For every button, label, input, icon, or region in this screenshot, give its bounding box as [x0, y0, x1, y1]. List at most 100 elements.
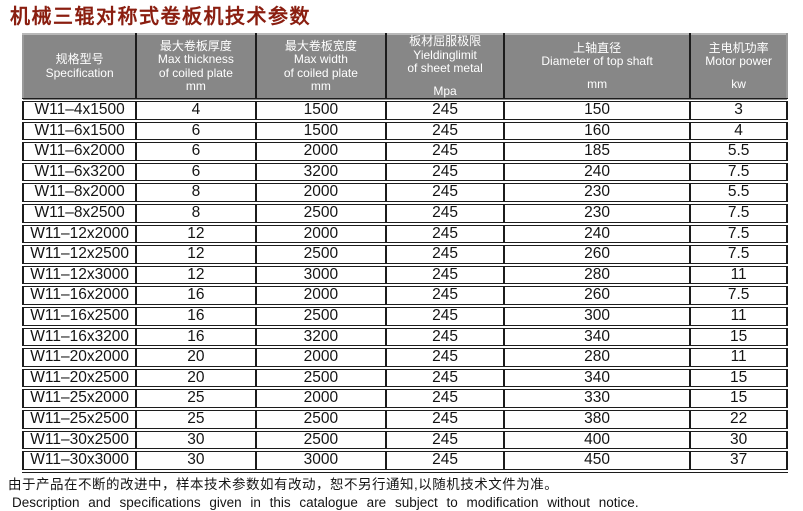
column-header-text: 主电机功率 Motor power kw — [691, 35, 786, 98]
value-cell: 1500 — [254, 118, 388, 144]
column-header-specification: 规格型号 Specification — [21, 33, 138, 102]
header-line: of coiled plate — [158, 65, 233, 80]
value-cell: 7.5 — [689, 201, 788, 226]
header-line: of sheet metal — [407, 61, 483, 75]
header-unit: Mpa — [433, 83, 457, 98]
table-row: W11–25x2000 25 2000 245 330 15 — [21, 386, 788, 411]
header-line: Specification — [45, 65, 114, 80]
value-cell: 3000 — [254, 262, 388, 288]
value-cell: 1500 — [254, 98, 388, 123]
model-cell: W11–12x2000 — [21, 221, 138, 247]
model-cell: W11–16x2500 — [21, 303, 138, 329]
table-row: W11–6x3200 6 3200 245 240 7.5 — [21, 159, 788, 185]
value-cell: 260 — [502, 242, 692, 267]
value-cell: 150 — [502, 98, 692, 123]
value-cell: 245 — [385, 324, 505, 350]
header-unit: mm — [185, 79, 206, 93]
value-cell: 16 — [135, 324, 257, 350]
value-cell: 20 — [135, 345, 257, 370]
footnotes: 由于产品在不断的改进中，样本技术参数如有改动，恕不另行通知,以随机技术文件为准。… — [8, 476, 803, 511]
header-line: 上轴直径 — [573, 40, 622, 55]
value-cell: 15 — [689, 324, 788, 350]
table-row: W11–16x3200 16 3200 245 340 15 — [21, 324, 788, 350]
table-row: W11–25x2500 25 2500 245 380 22 — [21, 406, 788, 432]
header-unit: mm — [587, 76, 608, 91]
value-cell: 7.5 — [689, 159, 788, 185]
value-cell: 5.5 — [689, 139, 788, 164]
value-cell: 2500 — [254, 365, 388, 391]
table-row: W11–6x2000 6 2000 245 185 5.5 — [21, 139, 788, 164]
value-cell: 15 — [689, 386, 788, 411]
header-unit: mm — [310, 79, 331, 93]
value-cell: 185 — [502, 139, 692, 164]
value-cell: 280 — [502, 345, 692, 370]
model-cell: W11–6x1500 — [21, 118, 138, 144]
value-cell: 2000 — [254, 345, 388, 370]
value-cell: 245 — [385, 303, 505, 329]
spec-table: 规格型号 Specification 最大卷板厚度 Max thickness of c… — [21, 33, 788, 473]
table-row: W11–16x2000 16 2000 245 260 7.5 — [21, 283, 788, 308]
value-cell: 230 — [502, 201, 692, 226]
value-cell: 6 — [135, 159, 257, 185]
value-cell: 340 — [502, 365, 692, 391]
table-row: W11–30x3000 30 3000 245 450 37 — [21, 448, 788, 473]
table-row: W11–8x2000 8 2000 245 230 5.5 — [21, 180, 788, 205]
note-chinese: 由于产品在不断的改进中，样本技术参数如有改动，恕不另行通知,以随机技术文件为准。 — [8, 476, 559, 492]
table-row: W11–12x2500 12 2500 245 260 7.5 — [21, 242, 788, 267]
value-cell: 3000 — [254, 448, 388, 473]
value-cell: 37 — [689, 448, 788, 473]
value-cell: 22 — [689, 406, 788, 432]
table-row: W11–6x1500 6 1500 245 160 4 — [21, 118, 788, 144]
model-cell: W11–8x2500 — [21, 201, 138, 226]
value-cell: 3200 — [254, 324, 388, 350]
value-cell: 2500 — [254, 201, 388, 226]
column-header-top-shaft-diameter: 上轴直径 Diameter of top shaft mm — [502, 33, 692, 102]
value-cell: 245 — [385, 139, 505, 164]
value-cell: 7.5 — [689, 242, 788, 267]
model-cell: W11–30x2500 — [21, 427, 138, 453]
column-header-yielding-limit: 板材屈服极限 Yieldinglimit of sheet metal Mpa — [385, 33, 505, 102]
model-cell: W11–16x2000 — [21, 283, 138, 308]
value-cell: 16 — [135, 303, 257, 329]
value-cell: 2000 — [254, 283, 388, 308]
column-header-text: 最大卷板宽度 Max width of coiled plate mm — [257, 35, 386, 98]
value-cell: 245 — [385, 365, 505, 391]
value-cell: 16 — [135, 283, 257, 308]
value-cell: 245 — [385, 283, 505, 308]
column-header-text: 板材屈服极限 Yieldinglimit of sheet metal Mpa — [387, 34, 503, 98]
model-cell: W11–6x2000 — [21, 139, 138, 164]
model-cell: W11–4x1500 — [21, 98, 138, 123]
page-title: 机械三辊对称式卷板机技术参数 — [10, 6, 311, 28]
value-cell: 245 — [385, 427, 505, 453]
table-row: W11–4x1500 4 1500 245 150 3 — [21, 98, 788, 123]
table-row: W11–12x2000 12 2000 245 240 7.5 — [21, 221, 788, 247]
value-cell: 11 — [689, 262, 788, 288]
table-row: W11–12x3000 12 3000 245 280 11 — [21, 262, 788, 288]
table-row: W11–16x2500 16 2500 245 300 11 — [21, 303, 788, 329]
header-line: 规格型号 — [55, 52, 104, 66]
model-cell: W11–25x2500 — [21, 406, 138, 432]
value-cell: 340 — [502, 324, 692, 350]
value-cell: 450 — [502, 448, 692, 473]
value-cell: 20 — [135, 365, 257, 391]
value-cell: 2000 — [254, 139, 388, 164]
model-cell: W11–20x2500 — [21, 365, 138, 391]
value-cell: 7.5 — [689, 221, 788, 247]
header-line: Max thickness — [157, 52, 234, 66]
value-cell: 2500 — [254, 242, 388, 267]
value-cell: 12 — [135, 221, 257, 247]
model-cell: W11–16x3200 — [21, 324, 138, 350]
value-cell: 245 — [385, 159, 505, 185]
value-cell: 245 — [385, 242, 505, 267]
column-header-max-thickness: 最大卷板厚度 Max thickness of coiled plate mm — [135, 33, 257, 102]
column-header-max-width: 最大卷板宽度 Max width of coiled plate mm — [254, 33, 388, 102]
model-cell: W11–12x3000 — [21, 262, 138, 288]
value-cell: 245 — [385, 180, 505, 205]
header-line: 板材屈服极限 — [409, 34, 482, 48]
value-cell: 245 — [385, 201, 505, 226]
value-cell: 245 — [385, 345, 505, 370]
value-cell: 245 — [385, 118, 505, 144]
value-cell: 25 — [135, 386, 257, 411]
header-line: Diameter of top shaft — [541, 54, 653, 69]
